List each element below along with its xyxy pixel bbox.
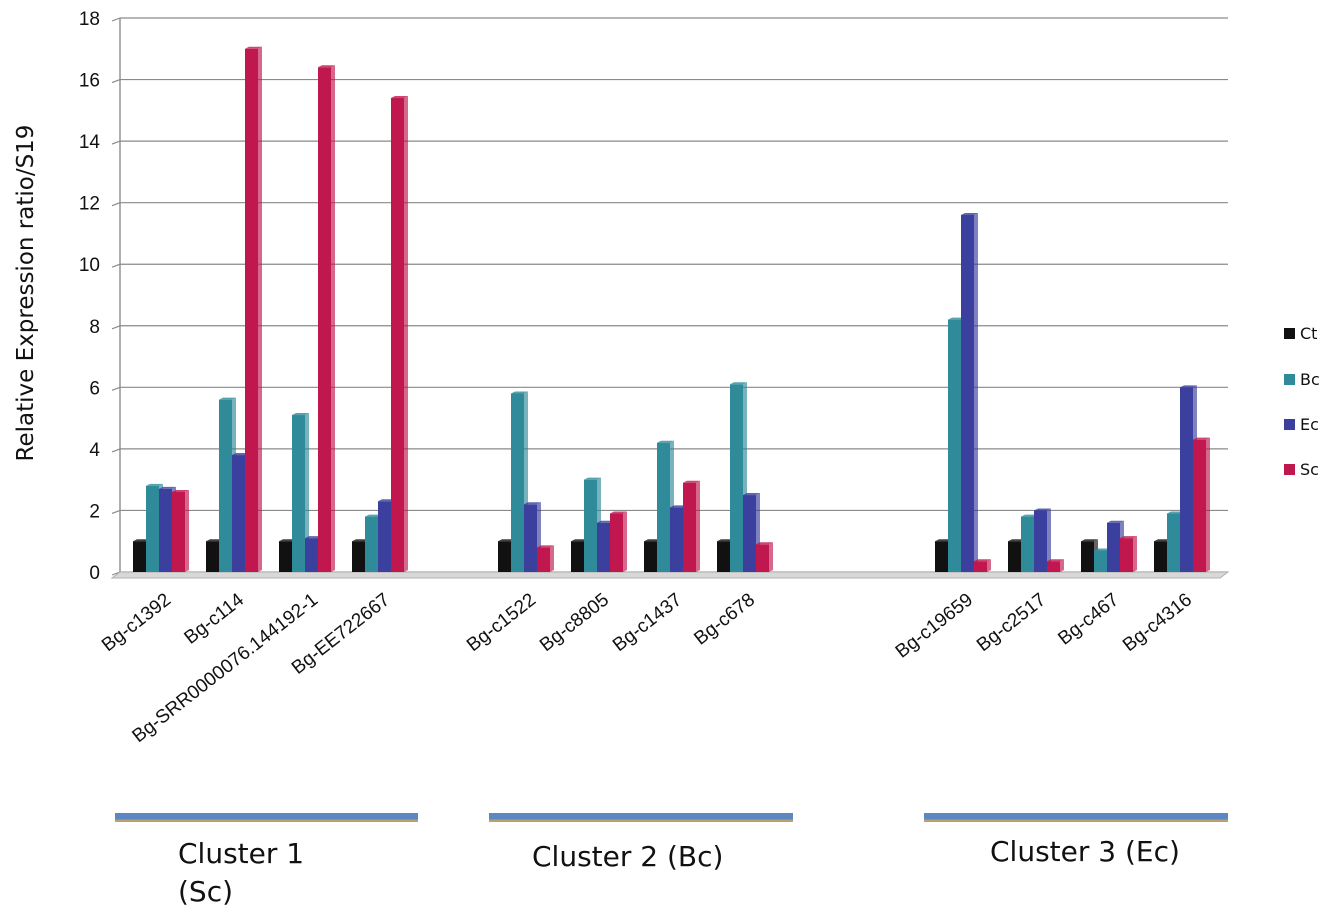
y-axis-ticks: 0 2 4 6 8 10 12 14 16 18 [79,9,101,584]
bar-ec-bg-c467 [1107,520,1124,572]
y-tick-label: 4 [89,440,100,461]
tick-mark [111,386,121,391]
y-axis-title: Relative Expression ratio/S19 [13,125,39,462]
x-axis-labels: Bg-c1392 Bg-c114Bg-SRR0000076.144192-1Bg-… [98,589,1196,747]
chart-floor [110,571,1230,579]
legend-swatch [1284,328,1295,339]
bar-sc-bg-c114 [245,46,262,573]
y-tick-label: 16 [79,71,100,92]
y-tick-label: 2 [89,501,100,522]
bar-sc-bg-c1437 [683,480,700,572]
tick-mark [111,263,121,268]
legend-label: Ec [1300,415,1319,434]
cluster-3-label: Cluster 3 (Ec) [990,833,1180,871]
cluster-label-line1: Cluster 1 [178,837,305,870]
cluster-2-bar [489,813,793,822]
legend-item-ct: Ct [1284,324,1317,343]
bars [133,46,1210,573]
legend: Ct Bc Ec Sc [1284,324,1320,479]
bar-sc-bg-c2517 [1047,559,1064,572]
tick-mark [111,448,121,453]
legend-label: Ct [1300,324,1317,343]
bar-sc-bg-srr0000076.144192-1 [318,65,335,572]
floor-plane [110,571,1230,579]
legend-label: Bc [1300,370,1320,389]
x-category-label: Bg-c19659 [892,589,977,662]
tick-mark [111,509,121,515]
cluster-3-bar [924,813,1228,822]
cluster-label-line1: Cluster 2 (Bc) [532,840,724,873]
y-tick-label: 6 [89,378,100,399]
bar-bc-bg-srr0000076.144192-1 [292,413,309,572]
x-category-label: Bg-c1522 [463,589,540,656]
bar-sc-bg-c19659 [974,559,991,572]
tick-mark [111,78,121,84]
tick-mark [111,202,121,207]
x-category-label: Bg-c8805 [536,589,613,656]
bar-ec-bg-c2517 [1034,508,1051,572]
legend-item-sc: Sc [1284,460,1319,479]
cluster-1-label: Cluster 1 (Sc) [178,835,304,911]
cluster-label-line1: Cluster 3 (Ec) [990,835,1180,868]
bar-sc-bg-ee722667 [391,96,408,573]
x-category-label: Bg-c1437 [609,589,686,656]
bar-sc-bg-c678 [756,542,773,572]
y-tick-label: 0 [89,563,100,584]
y-tick-label: 18 [79,9,100,30]
tick-mark [111,140,121,145]
x-category-label: Bg-c1392 [98,589,175,656]
y-tick-label: 12 [79,194,100,215]
x-category-label: Bg-c114 [180,589,248,649]
legend-swatch [1284,374,1295,385]
cluster-label-line2: (Sc) [178,875,234,908]
x-category-label: Bg-c4316 [1119,589,1196,656]
bar-sc-bg-c8805 [610,511,627,572]
x-category-label: Bg-c467 [1054,589,1123,649]
tick-mark [111,17,121,22]
x-category-label: Bg-c678 [690,589,759,649]
tick-mark [111,325,121,330]
y-tick-label: 8 [89,317,100,338]
cluster-1-bar [115,813,418,822]
y-tick-label: 10 [79,255,100,276]
bar-sc-bg-c4316 [1193,437,1210,572]
bar-sc-bg-c467 [1120,536,1137,572]
legend-swatch [1284,464,1295,475]
legend-swatch [1284,419,1295,430]
cluster-2-label: Cluster 2 (Bc) [532,838,723,876]
bar-sc-bg-c1522 [537,545,554,572]
legend-label: Sc [1300,460,1319,479]
bar-sc-bg-c1392 [172,489,189,572]
bar-ec-bg-c19659 [961,212,978,572]
legend-item-bc: Bc [1284,370,1320,389]
legend-item-ec: Ec [1284,415,1319,434]
y-tick-label: 14 [79,132,101,153]
x-category-label: Bg-c2517 [973,589,1050,656]
